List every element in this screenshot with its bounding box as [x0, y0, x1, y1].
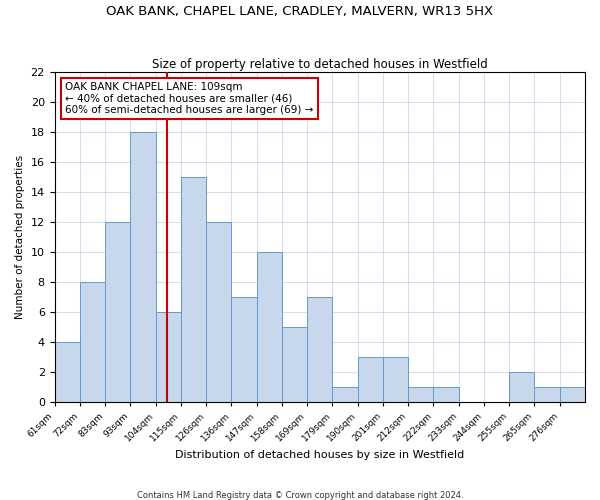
Text: Contains HM Land Registry data © Crown copyright and database right 2024.: Contains HM Land Registry data © Crown c… [137, 490, 463, 500]
Bar [383, 357, 408, 402]
Bar [105, 222, 130, 402]
Bar [232, 297, 257, 402]
Bar [181, 177, 206, 402]
Bar [206, 222, 232, 402]
Bar [257, 252, 282, 402]
Bar [307, 297, 332, 402]
Text: OAK BANK CHAPEL LANE: 109sqm
← 40% of detached houses are smaller (46)
60% of se: OAK BANK CHAPEL LANE: 109sqm ← 40% of de… [65, 82, 314, 116]
Bar [509, 372, 535, 402]
Bar [80, 282, 105, 402]
Bar [282, 327, 307, 402]
Bar [560, 387, 585, 402]
Bar [433, 387, 458, 402]
X-axis label: Distribution of detached houses by size in Westfield: Distribution of detached houses by size … [175, 450, 464, 460]
Bar [155, 312, 181, 402]
Bar [130, 132, 155, 402]
Title: Size of property relative to detached houses in Westfield: Size of property relative to detached ho… [152, 58, 488, 71]
Bar [358, 357, 383, 402]
Bar [332, 387, 358, 402]
Bar [408, 387, 433, 402]
Bar [55, 342, 80, 402]
Y-axis label: Number of detached properties: Number of detached properties [15, 155, 25, 319]
Text: OAK BANK, CHAPEL LANE, CRADLEY, MALVERN, WR13 5HX: OAK BANK, CHAPEL LANE, CRADLEY, MALVERN,… [106, 5, 494, 18]
Bar [535, 387, 560, 402]
